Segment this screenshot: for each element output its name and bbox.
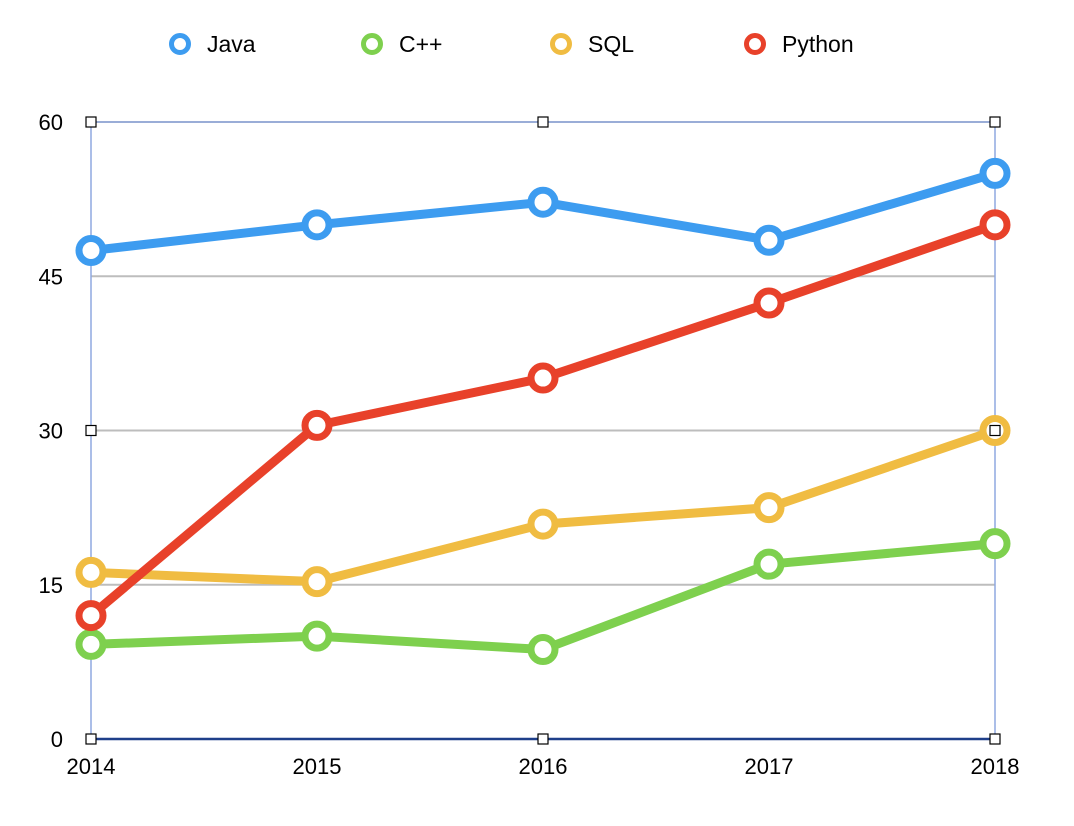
x-axis: 2014 2015 2016 2017 2018 xyxy=(67,754,1020,779)
legend-item-python: Python xyxy=(744,31,854,57)
series-python xyxy=(75,209,1011,632)
legend-item-java: Java xyxy=(169,31,256,57)
x-tick-label: 2017 xyxy=(745,754,794,779)
resize-handle[interactable] xyxy=(85,733,97,745)
data-point-sql xyxy=(75,556,107,588)
legend-marker-icon xyxy=(744,33,766,55)
data-point-sql xyxy=(527,508,559,540)
series-sql xyxy=(75,415,1011,598)
series-line-cp xyxy=(86,539,1000,655)
legend-marker-icon xyxy=(361,33,383,55)
x-tick-label: 2015 xyxy=(293,754,342,779)
data-point-java xyxy=(527,186,559,218)
legend-label: Python xyxy=(782,31,854,57)
legend-item-sql: SQL xyxy=(550,31,634,57)
y-tick-label: 60 xyxy=(39,110,63,135)
data-point-sql xyxy=(753,492,785,524)
data-point-python xyxy=(979,209,1011,241)
data-point-sql xyxy=(301,566,333,598)
resize-handle[interactable] xyxy=(85,424,97,437)
resize-handle[interactable] xyxy=(989,424,1001,437)
legend-item-cp: C++ xyxy=(361,31,442,57)
data-point-cp xyxy=(527,634,559,666)
selection-handles[interactable] xyxy=(85,116,1001,745)
data-point-python xyxy=(301,409,333,441)
x-tick-label: 2016 xyxy=(519,754,568,779)
series-cp xyxy=(75,528,1011,666)
series-java xyxy=(75,157,1011,267)
data-point-cp xyxy=(75,628,107,660)
legend-label: C++ xyxy=(399,31,442,57)
legend: Java C++ SQL Python xyxy=(169,31,854,57)
data-point-python xyxy=(75,600,107,632)
data-point-java xyxy=(753,224,785,256)
x-tick-label: 2014 xyxy=(67,754,116,779)
data-point-cp xyxy=(753,548,785,580)
data-point-python xyxy=(527,362,559,394)
legend-label: SQL xyxy=(588,31,634,57)
legend-marker-icon xyxy=(169,33,191,55)
y-tick-label: 45 xyxy=(39,264,63,289)
legend-marker-icon xyxy=(550,33,572,55)
data-point-cp xyxy=(301,620,333,652)
data-point-cp xyxy=(979,528,1011,560)
y-tick-label: 0 xyxy=(51,727,63,752)
series-layer xyxy=(75,157,1011,666)
resize-handle[interactable] xyxy=(85,116,97,128)
resize-handle[interactable] xyxy=(537,116,549,128)
resize-handle[interactable] xyxy=(989,733,1001,745)
y-tick-label: 30 xyxy=(39,419,63,444)
data-point-java xyxy=(979,157,1011,189)
data-point-java xyxy=(301,209,333,241)
y-tick-label: 15 xyxy=(39,573,63,598)
data-point-python xyxy=(753,287,785,319)
resize-handle[interactable] xyxy=(537,733,549,745)
data-point-java xyxy=(75,235,107,267)
y-axis: 0 15 30 45 60 xyxy=(39,110,63,752)
x-tick-label: 2018 xyxy=(971,754,1020,779)
resize-handle[interactable] xyxy=(989,116,1001,128)
legend-label: Java xyxy=(207,31,256,57)
